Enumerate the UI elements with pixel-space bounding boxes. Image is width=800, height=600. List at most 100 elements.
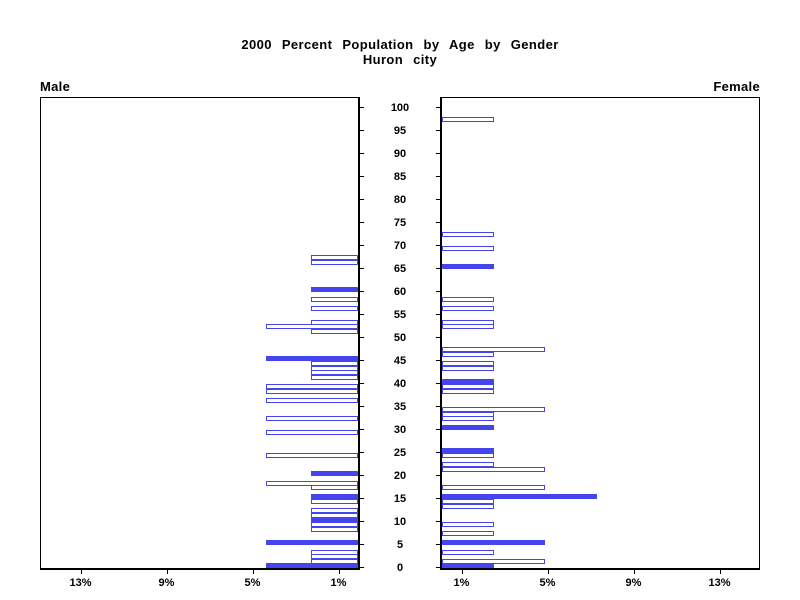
male-pct-tick-5 <box>252 570 254 574</box>
female-bar-age-39 <box>442 384 494 389</box>
age-tick-label-65: 65 <box>393 262 407 275</box>
female-age-tick-50 <box>436 337 440 338</box>
female-age-tick-5 <box>436 544 440 545</box>
age-tick-label-70: 70 <box>393 239 407 252</box>
female-bar-age-46 <box>442 351 494 357</box>
female-age-tick-15 <box>436 498 440 499</box>
male-age-tick-85 <box>360 176 364 177</box>
male-bar-age-53 <box>310 319 358 325</box>
age-tick-label-10: 10 <box>393 515 407 528</box>
female-bar-age-21 <box>442 466 546 472</box>
female-axis-label: Female <box>713 79 760 94</box>
female-pct-label-1: 1% <box>453 577 470 589</box>
chart-subtitle: Huron city <box>362 52 438 67</box>
male-bar-age-20 <box>310 471 358 477</box>
female-age-tick-25 <box>436 452 440 453</box>
female-age-tick-10 <box>436 521 440 522</box>
male-bar-age-14 <box>310 499 358 504</box>
female-bar-age-56 <box>442 305 494 311</box>
female-bar-age-22 <box>442 462 494 468</box>
male-age-tick-30 <box>360 429 364 430</box>
age-tick-label-30: 30 <box>393 423 407 436</box>
male-age-tick-5 <box>360 544 364 545</box>
female-pct-label-13: 13% <box>708 577 731 589</box>
female-bar-age-13 <box>442 503 494 509</box>
age-tick-label-100: 100 <box>390 101 410 114</box>
male-age-tick-25 <box>360 452 364 453</box>
female-age-tick-85 <box>436 176 440 177</box>
female-bar-age-72 <box>442 232 494 238</box>
female-bar-age-7 <box>442 531 494 537</box>
female-bar-age-3 <box>442 549 494 555</box>
male-age-tick-15 <box>360 498 364 499</box>
male-bar-age-1 <box>310 558 358 564</box>
female-bar-age-43 <box>442 365 494 371</box>
female-age-tick-40 <box>436 383 440 384</box>
age-tick-label-20: 20 <box>393 469 407 482</box>
female-bar-age-52 <box>442 324 494 330</box>
female-bar-age-65 <box>442 264 494 270</box>
female-age-tick-95 <box>436 130 440 131</box>
female-bar-age-5 <box>442 540 546 546</box>
male-bar-age-12 <box>310 508 358 514</box>
male-bar-age-51 <box>310 328 358 334</box>
male-age-tick-80 <box>360 199 364 200</box>
age-tick-label-60: 60 <box>393 285 407 298</box>
chart-title: 2000 Percent Population by Age by Gender <box>241 37 559 52</box>
age-tick-label-95: 95 <box>393 124 407 137</box>
male-pct-label-5: 5% <box>244 577 261 589</box>
male-bar-age-24 <box>265 453 358 458</box>
female-bar-age-33 <box>442 411 494 417</box>
male-bar-age-2 <box>310 554 358 560</box>
male-bar-age-41 <box>310 374 358 380</box>
female-age-tick-20 <box>436 475 440 476</box>
male-age-tick-100 <box>360 107 364 108</box>
male-bar-age-43 <box>310 365 358 371</box>
male-age-tick-60 <box>360 291 364 292</box>
male-bar-age-32 <box>265 416 358 422</box>
male-bar-age-18 <box>265 480 358 486</box>
female-bar-age-38 <box>442 388 494 394</box>
male-age-tick-95 <box>360 130 364 131</box>
female-bar-age-25 <box>442 448 494 454</box>
female-chart-panel <box>440 97 760 570</box>
female-pct-tick-1 <box>461 570 463 574</box>
female-age-tick-100 <box>436 107 440 108</box>
male-bar-age-38 <box>265 388 358 394</box>
male-pct-tick-1 <box>338 570 340 574</box>
age-tick-label-85: 85 <box>393 170 407 183</box>
male-axis-label: Male <box>40 79 71 94</box>
male-bar-age-3 <box>310 549 358 555</box>
male-bar-age-52 <box>265 324 358 330</box>
male-age-tick-90 <box>360 153 364 154</box>
male-pct-label-1: 1% <box>330 577 347 589</box>
male-age-tick-45 <box>360 360 364 361</box>
male-bar-age-44 <box>310 361 358 366</box>
male-age-tick-10 <box>360 521 364 522</box>
male-age-tick-70 <box>360 245 364 246</box>
female-bar-age-44 <box>442 361 494 366</box>
female-bar-age-58 <box>442 296 494 302</box>
male-pct-tick-13 <box>80 570 82 574</box>
female-bar-age-17 <box>442 485 546 491</box>
female-age-tick-65 <box>436 268 440 269</box>
female-age-tick-75 <box>436 222 440 223</box>
male-bar-age-29 <box>265 430 358 435</box>
male-age-tick-0 <box>360 567 364 568</box>
female-bar-age-53 <box>442 319 494 325</box>
female-bar-age-30 <box>442 425 494 431</box>
female-bar-age-1 <box>442 558 546 564</box>
female-pct-label-9: 9% <box>625 577 642 589</box>
male-bar-age-15 <box>310 494 358 500</box>
male-bar-age-8 <box>310 526 358 532</box>
male-bar-age-5 <box>265 540 358 546</box>
male-age-tick-55 <box>360 314 364 315</box>
female-age-tick-30 <box>436 429 440 430</box>
female-age-tick-55 <box>436 314 440 315</box>
male-age-tick-40 <box>360 383 364 384</box>
age-tick-label-25: 25 <box>393 446 407 459</box>
male-bar-age-10 <box>310 517 358 523</box>
male-bar-age-45 <box>265 356 358 362</box>
female-bar-age-47 <box>442 347 546 353</box>
